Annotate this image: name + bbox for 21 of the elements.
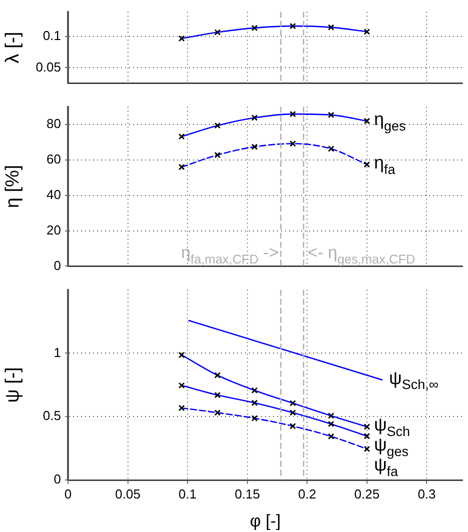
y-tick-label: 20 xyxy=(46,222,61,238)
y-tick-label: 0.1 xyxy=(42,28,61,44)
y-tick-label: 0.05 xyxy=(36,59,61,74)
y-axis-title: η [%] xyxy=(2,164,24,208)
y-tick-label: 60 xyxy=(46,152,61,167)
x-tick-label: 0.25 xyxy=(354,486,380,502)
x-tick-label: 0 xyxy=(64,486,72,502)
y-tick-label: 0.5 xyxy=(42,408,61,424)
y-axis-title: λ [-] xyxy=(2,32,24,64)
y-tick-label: 40 xyxy=(46,186,61,202)
y-tick-label: 80 xyxy=(46,116,61,132)
x-tick-label: 0.15 xyxy=(234,486,260,502)
y-tick-label: 0 xyxy=(54,258,61,273)
x-tick-label: 0.1 xyxy=(178,486,197,502)
y-tick-label: 1 xyxy=(54,344,61,360)
x-tick-label: 0.2 xyxy=(298,486,316,502)
y-axis-title: ψ [-] xyxy=(2,367,24,403)
x-tick-label: 0.05 xyxy=(115,486,140,502)
y-tick-label: 0 xyxy=(54,472,61,487)
x-tick-label: 0.3 xyxy=(418,486,436,502)
x-axis-title: φ [-] xyxy=(250,511,281,530)
